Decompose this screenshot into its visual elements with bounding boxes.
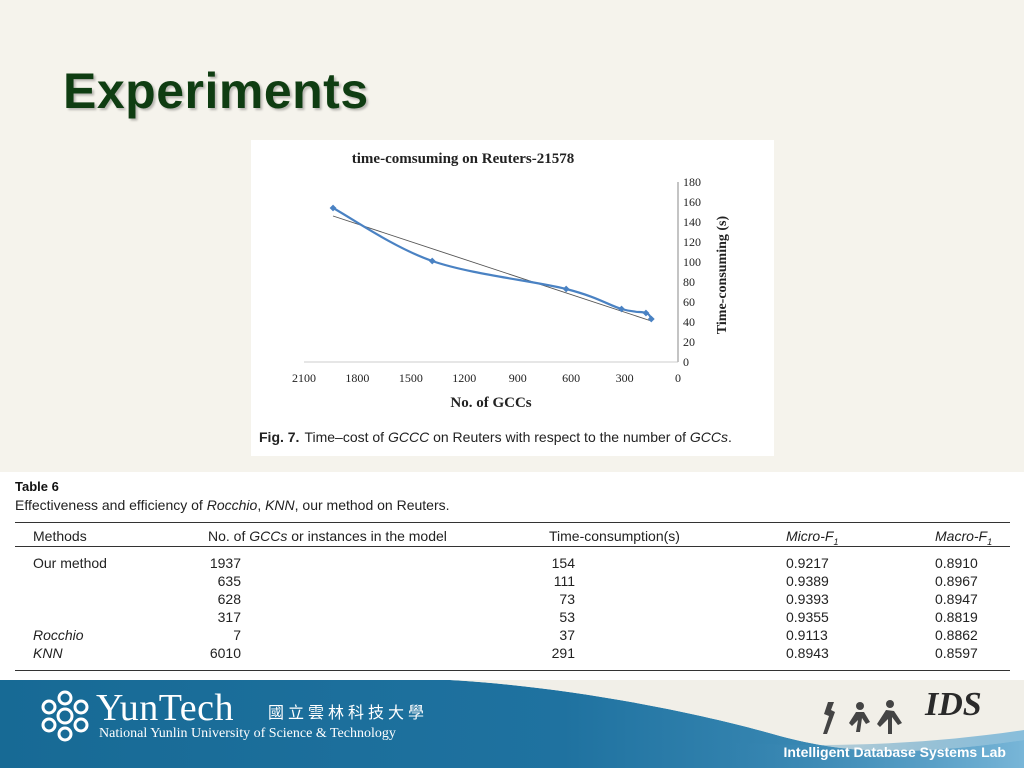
cell-count: 1937 xyxy=(209,555,241,571)
data-point xyxy=(618,305,625,313)
cell-micro: 0.9389 xyxy=(786,573,829,589)
figure-panel: time-comsuming on Reuters-21578 0 20 40 60 80… xyxy=(251,140,774,456)
header-time: Time-consumption(s) xyxy=(549,528,680,544)
figure-caption-text-2: on Reuters with respect to the number of xyxy=(429,429,690,445)
line-chart: time-comsuming on Reuters-21578 0 20 40 60 80… xyxy=(292,151,730,411)
cell-count: 6010 xyxy=(209,645,241,661)
cell-time: 37 xyxy=(559,627,575,643)
header-count-gccs: GCCs xyxy=(249,528,288,544)
header-count-pre: No. of xyxy=(208,528,250,544)
series-line xyxy=(332,207,653,320)
y-tick-label: 20 xyxy=(683,335,695,349)
cell-macro: 0.8819 xyxy=(935,609,978,625)
table-title: Table 6 xyxy=(15,479,59,494)
ids-lab-logo: IDS xyxy=(925,686,982,723)
cell-time: 291 xyxy=(551,645,575,661)
x-tick-label: 1800 xyxy=(345,371,369,385)
table-bottom-rule xyxy=(15,670,1010,671)
cell-micro: 0.9355 xyxy=(786,609,829,625)
cell-macro: 0.8947 xyxy=(935,591,978,607)
cell-macro: 0.8967 xyxy=(935,573,978,589)
header-micro-f1: Micro-F1 xyxy=(786,527,838,551)
cell-micro: 0.9393 xyxy=(786,591,829,607)
table-caption-rocchio: Rocchio xyxy=(206,497,258,513)
cell-time: 154 xyxy=(551,555,575,571)
x-tick-label: 0 xyxy=(675,371,681,385)
yuntech-wordmark: YunTech xyxy=(96,687,235,729)
university-name: National Yunlin University of Science & … xyxy=(99,726,396,741)
x-tick-label: 1200 xyxy=(452,371,476,385)
table-caption-text-3: , our method on Reuters. xyxy=(294,497,450,513)
y-tick-label: 100 xyxy=(683,255,701,269)
figure-caption: Fig. 7. Time–cost of GCCC on Reuters with… xyxy=(259,429,732,445)
table-caption-text-2: , xyxy=(257,497,266,513)
header-micro-label: Micro-F xyxy=(786,528,834,544)
cell-method: KNN xyxy=(33,645,63,661)
cell-micro: 0.9113 xyxy=(786,627,828,643)
table-caption: Effectiveness and efficiency of Rocchio,… xyxy=(15,497,450,513)
cell-count: 628 xyxy=(217,591,241,607)
x-axis-label: No. of GCCs xyxy=(450,395,531,411)
header-macro-sub: 1 xyxy=(987,536,993,547)
figure-caption-text-1: Time–cost of xyxy=(304,429,388,445)
cell-time: 53 xyxy=(559,609,575,625)
table-caption-text-1: Effectiveness and efficiency of xyxy=(15,497,207,513)
cell-time: 73 xyxy=(559,591,575,607)
y-tick-label: 120 xyxy=(683,235,701,249)
data-point xyxy=(647,315,655,323)
data-point xyxy=(562,285,570,293)
cell-count: 635 xyxy=(217,573,241,589)
data-point xyxy=(428,257,436,265)
table-caption-knn: KNN xyxy=(265,497,295,513)
table-panel: Table 6 Effectiveness and efficiency of … xyxy=(0,472,1024,680)
header-count: No. of GCCs or instances in the model xyxy=(208,527,447,545)
y-axis-label: Time-consuming (s) xyxy=(715,215,730,334)
lab-name: Intelligent Database Systems Lab xyxy=(783,744,1006,760)
cell-macro: 0.8862 xyxy=(935,627,978,643)
footer-wave xyxy=(0,680,1024,768)
yuntech-chinese-name: 國立雲林科技大學 xyxy=(268,703,429,722)
cell-method: Our method xyxy=(33,555,107,571)
cell-method: Rocchio xyxy=(33,627,84,643)
header-macro-f1: Macro-F1 xyxy=(935,527,992,551)
header-methods: Methods xyxy=(33,528,87,544)
slide-title: Experiments xyxy=(63,63,369,119)
x-tick-label: 2100 xyxy=(292,371,316,385)
x-tick-label: 1500 xyxy=(399,371,423,385)
y-tick-label: 40 xyxy=(683,315,695,329)
x-tick-label: 300 xyxy=(616,371,634,385)
figure-caption-text-3: . xyxy=(728,429,732,445)
chart-title: time-comsuming on Reuters-21578 xyxy=(352,151,574,167)
table-top-rule xyxy=(15,522,1010,523)
figure-caption-gccc: GCCC xyxy=(387,429,430,445)
yuntech-logo-icon xyxy=(41,690,89,742)
y-tick-label: 140 xyxy=(683,215,701,229)
header-count-post: or instances in the model xyxy=(287,528,447,544)
cell-macro: 0.8910 xyxy=(935,555,978,571)
cell-count: 317 xyxy=(217,609,241,625)
footer-band xyxy=(0,680,1024,768)
cell-time: 111 xyxy=(553,573,575,589)
y-tick-label: 160 xyxy=(683,195,701,209)
figure-caption-label: Fig. 7. xyxy=(259,429,300,445)
running-figures-icon xyxy=(823,700,902,734)
y-tick-label: 80 xyxy=(683,275,695,289)
header-micro-sub: 1 xyxy=(833,536,839,547)
y-tick-label: 180 xyxy=(683,175,701,189)
cell-count: 7 xyxy=(233,627,241,643)
data-point xyxy=(329,204,337,212)
cell-macro: 0.8597 xyxy=(935,645,978,661)
cell-micro: 0.8943 xyxy=(786,645,829,661)
x-tick-label: 900 xyxy=(509,371,527,385)
trend-line xyxy=(332,215,652,322)
y-tick-label: 60 xyxy=(683,295,695,309)
table-header-rule xyxy=(15,546,1010,547)
x-tick-label: 600 xyxy=(562,371,580,385)
cell-micro: 0.9217 xyxy=(786,555,829,571)
header-macro-label: Macro-F xyxy=(935,528,988,544)
y-tick-label: 0 xyxy=(683,355,689,369)
figure-caption-gccs: GCCs xyxy=(689,429,729,445)
